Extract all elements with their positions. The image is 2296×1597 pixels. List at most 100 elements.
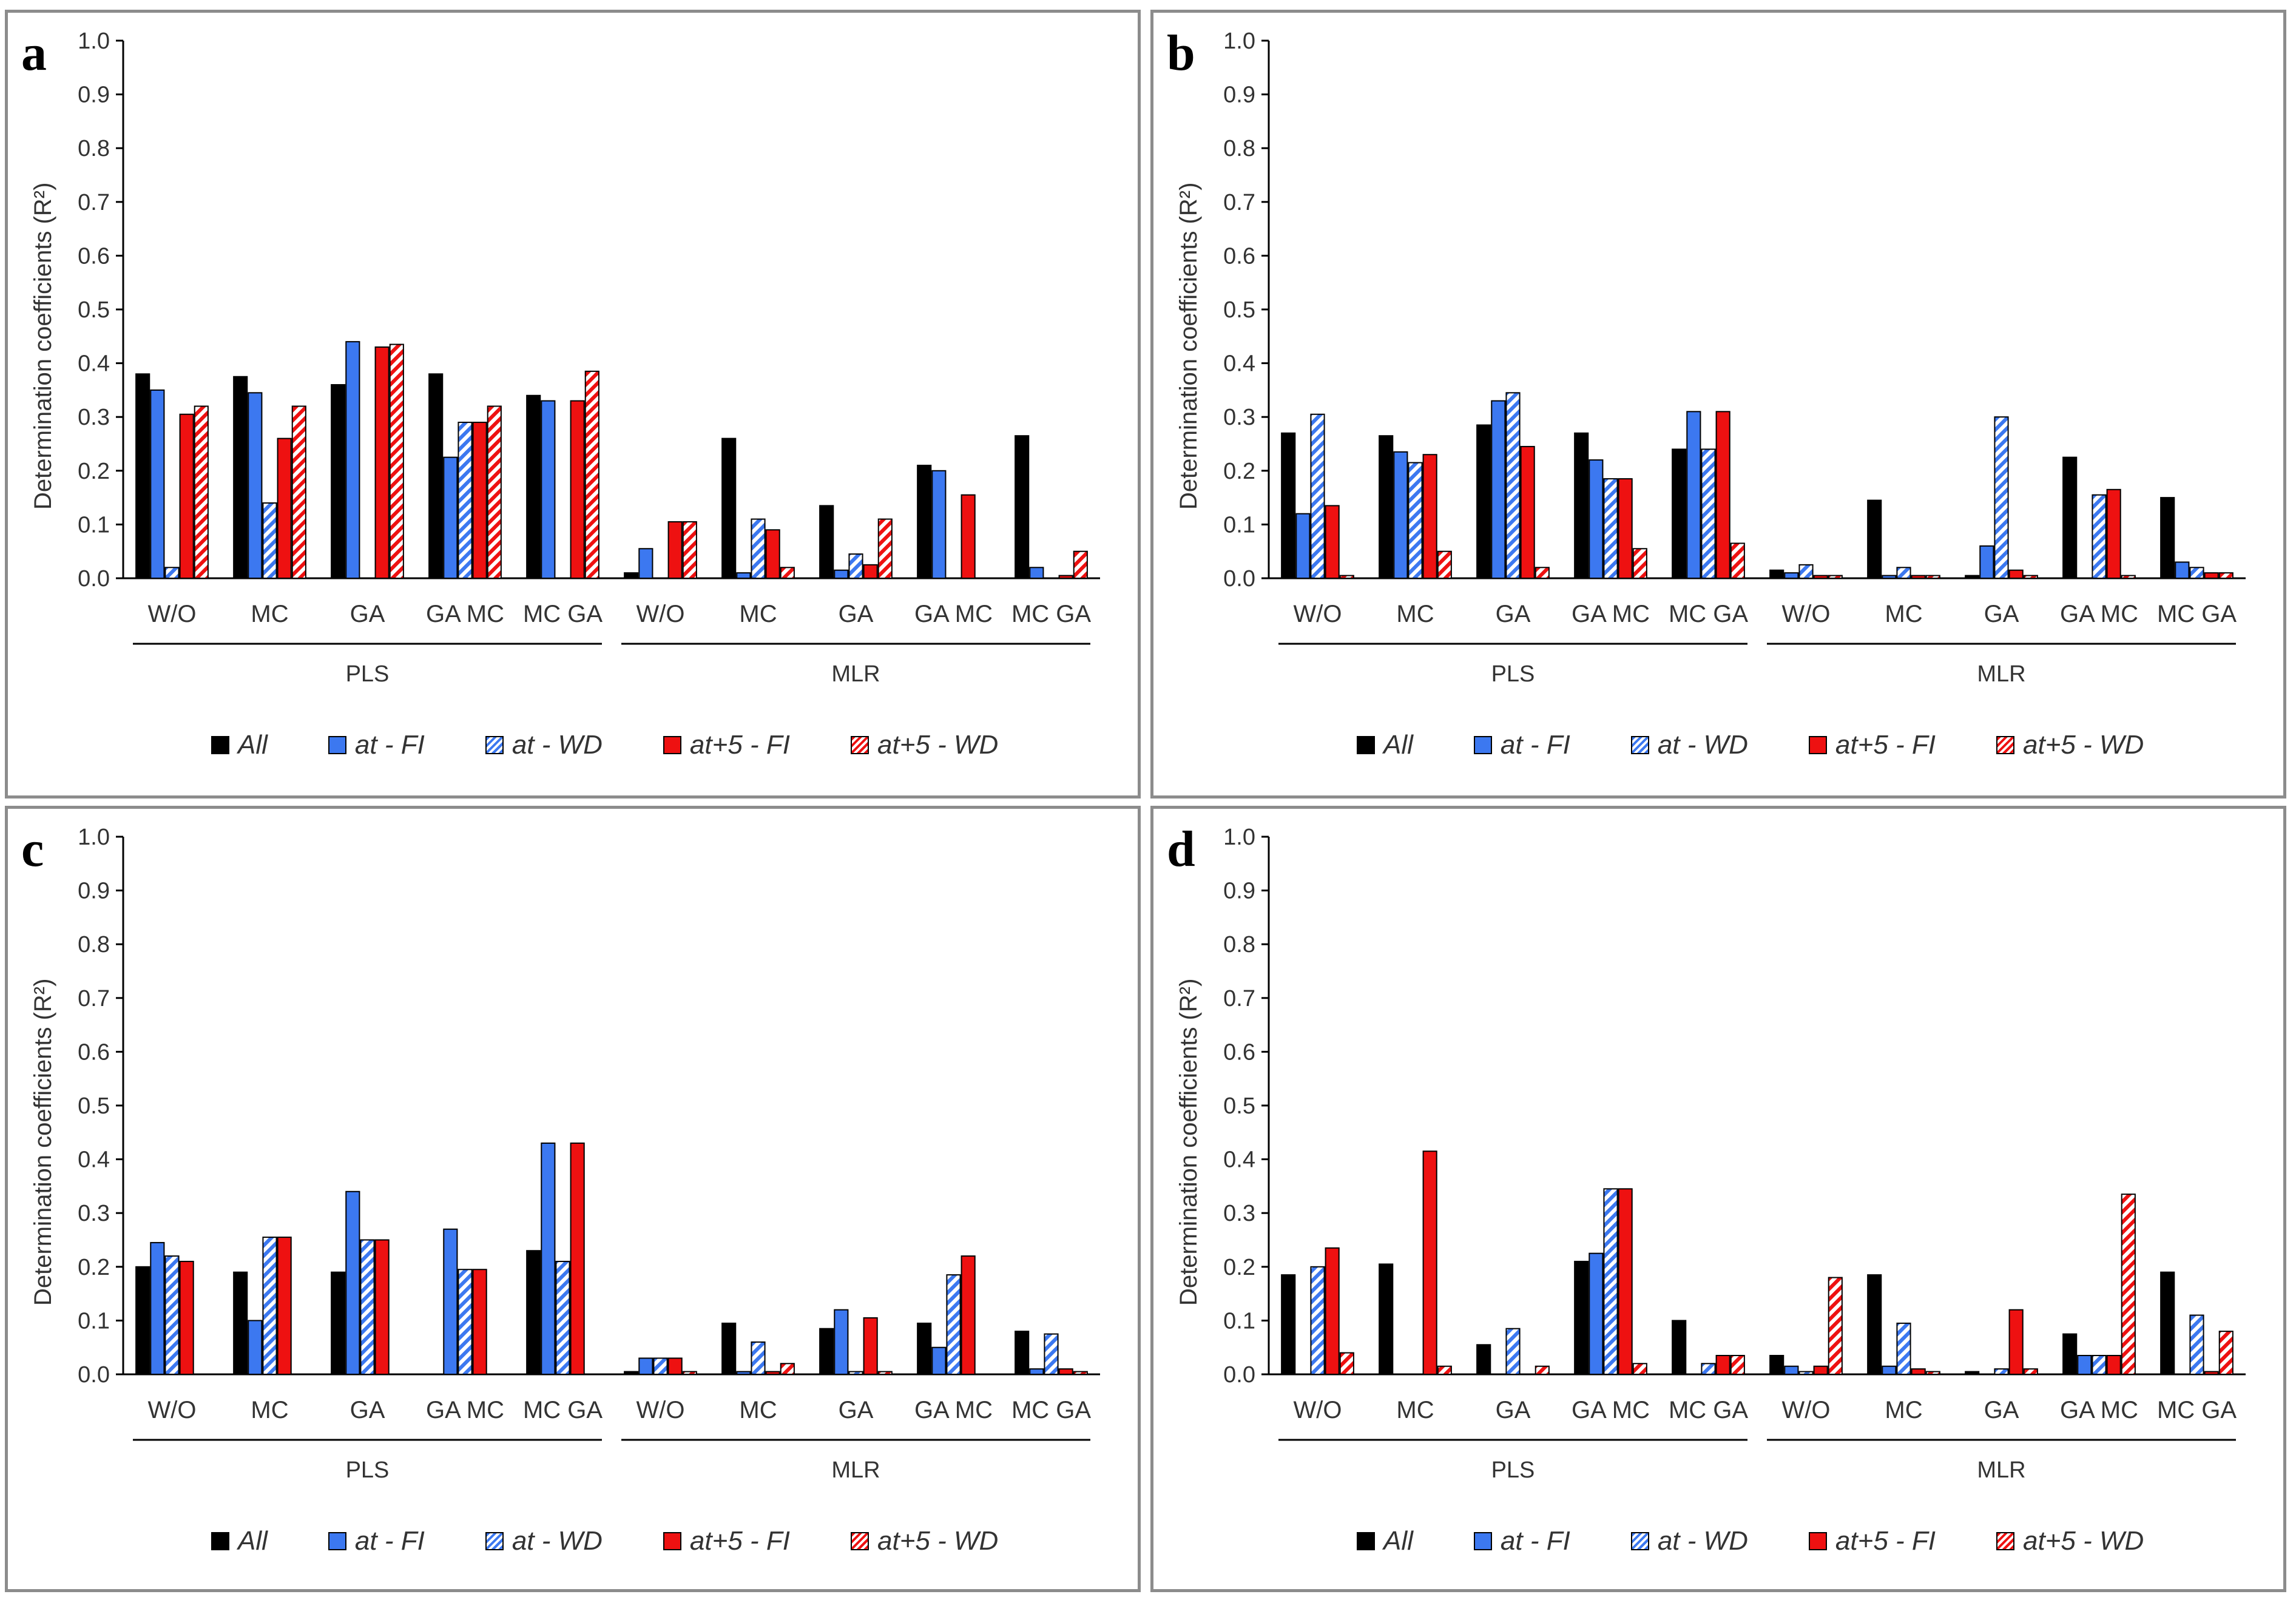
legend-label: All xyxy=(238,1526,268,1556)
bar-all-mc xyxy=(1867,499,1882,579)
bar-at-5-fi-mc-ga xyxy=(570,1143,585,1376)
bar-at-5-wd-ga-mc xyxy=(2121,1194,2136,1375)
bar-at-5-fi-ga xyxy=(863,564,878,579)
legend-swatch xyxy=(851,736,869,754)
bar-all-mc-ga xyxy=(1672,1320,1687,1376)
y-tick-label: 0.3 xyxy=(1223,1201,1255,1226)
bar-at-fi-ga xyxy=(345,341,360,579)
bar-at-fi-ga-mc xyxy=(2077,1354,2092,1375)
bar-at-wd-ga xyxy=(1994,1368,2009,1376)
group-label: MLR xyxy=(831,661,880,687)
panel-label: b xyxy=(1167,25,1195,81)
bar-at-5-fi-mc xyxy=(765,1371,780,1376)
bar-all-mc xyxy=(233,1271,248,1375)
bar-all-w-o xyxy=(624,572,639,579)
legend-item-at_fi: at - FI xyxy=(1473,730,1570,760)
legend-item-at5_wd: at+5 - WD xyxy=(851,1526,998,1556)
bar-at-5-fi-w-o xyxy=(1325,505,1340,579)
bar-at-5-fi-ga xyxy=(374,1239,390,1375)
bar-at-5-fi-mc-ga xyxy=(2204,1371,2219,1376)
x-category-label: MC GA xyxy=(1669,1397,1748,1423)
bar-at-5-fi-mc xyxy=(277,437,292,579)
bar-all-ga xyxy=(1476,424,1491,579)
chart-panel-c: c Determination coefficients (R²) 0.0 0.1 0.… xyxy=(5,806,1141,1592)
bar-at-5-wd-ga xyxy=(1535,567,1550,579)
bar-at-5-fi-w-o xyxy=(1813,1365,1828,1376)
x-category-label: GA xyxy=(1984,601,2019,627)
bar-at-fi-w-o xyxy=(1295,513,1311,579)
bar-at-fi-ga xyxy=(834,1309,849,1375)
bar-at-5-fi-mc xyxy=(1911,575,1926,579)
y-tick-label: 0.0 xyxy=(1223,1362,1255,1388)
bar-at-wd-ga xyxy=(1994,416,2009,579)
bar-at-5-wd-ga xyxy=(877,518,893,579)
bar-at-5-fi-mc xyxy=(1422,454,1437,579)
x-category-label: MC GA xyxy=(1011,601,1091,627)
x-category-label: W/O xyxy=(1782,1397,1831,1423)
bar-at-5-fi-w-o xyxy=(667,1357,683,1375)
y-tick-label: 0.4 xyxy=(1223,351,1255,377)
legend-label: at+5 - WD xyxy=(2023,1526,2144,1556)
y-tick-label: 0.9 xyxy=(78,83,110,108)
y-tick-label: 0.6 xyxy=(1223,1039,1255,1065)
bar-at-wd-w-o xyxy=(1798,1371,1814,1376)
x-category-label: GA xyxy=(350,1397,385,1423)
bar-at-fi-w-o xyxy=(150,1241,165,1375)
bar-at-fi-mc-ga xyxy=(2175,561,2190,579)
bar-at-5-wd-mc-ga xyxy=(2218,1331,2234,1375)
bar-at-5-fi-ga xyxy=(2008,569,2024,579)
bar-at-5-fi-mc-ga xyxy=(1715,411,1730,579)
legend-item-at_wd: at - WD xyxy=(485,1526,603,1556)
bar-at-5-fi-mc xyxy=(765,529,780,579)
legend-label: at+5 - WD xyxy=(877,1526,999,1556)
y-tick-label: 0.3 xyxy=(78,405,110,430)
legend-label: All xyxy=(1383,1526,1413,1556)
bar-at-5-fi-w-o xyxy=(179,413,194,579)
bar-at-fi-mc xyxy=(248,1320,263,1376)
legend-swatch xyxy=(1996,736,2014,754)
bar-at-5-fi-w-o xyxy=(1325,1247,1340,1375)
bar-all-mc xyxy=(1379,1263,1394,1375)
bar-chart-d: 0.0 0.1 0.2 0.3 0.4 0.5 0.6 0.7 0.8 0.9 1.0 W/O MC GA… xyxy=(1223,825,2246,1483)
bar-at-fi-mc-ga xyxy=(541,400,556,579)
legend-label: at - WD xyxy=(1657,730,1748,760)
bar-all-ga-mc xyxy=(917,464,932,579)
bar-at-wd-mc xyxy=(262,502,277,579)
y-tick-label: 0.5 xyxy=(78,1093,110,1119)
y-tick-label: 0.1 xyxy=(78,512,110,538)
bar-at-5-wd-mc-ga xyxy=(1730,1354,1745,1375)
y-tick-label: 0.7 xyxy=(78,986,110,1011)
bar-all-w-o xyxy=(624,1371,639,1376)
legend-label: at+5 - FI xyxy=(689,1526,790,1556)
x-category-label: W/O xyxy=(148,1397,197,1423)
y-tick-label: 0.3 xyxy=(78,1201,110,1226)
bar-at-wd-ga xyxy=(360,1239,375,1375)
bar-at-fi-w-o xyxy=(638,548,653,579)
legend-swatch xyxy=(1630,736,1649,754)
group-label: PLS xyxy=(346,1457,390,1483)
chart-panel-b: b Determination coefficients (R²) 0.0 0.1 0.… xyxy=(1150,10,2286,799)
bar-all-w-o xyxy=(135,1266,150,1375)
bar-at-wd-ga-mc xyxy=(458,422,473,579)
bar-at-5-wd-mc-ga xyxy=(1730,542,1745,579)
x-category-label: MC xyxy=(251,1397,288,1423)
bar-at-5-fi-mc xyxy=(277,1237,292,1375)
x-category-label: GA xyxy=(839,601,874,627)
x-category-label: MC xyxy=(1885,1397,1922,1423)
y-tick-label: 0.0 xyxy=(78,1362,110,1388)
bar-at-5-wd-w-o xyxy=(1828,1277,1843,1376)
legend-item-all: All xyxy=(211,730,268,760)
bar-at-5-fi-ga xyxy=(1520,445,1535,579)
bar-at-wd-mc-ga xyxy=(2189,1314,2204,1375)
bar-at-fi-w-o xyxy=(150,389,165,579)
bar-at-wd-mc xyxy=(751,1341,766,1376)
legend-swatch xyxy=(328,736,346,754)
bar-at-wd-ga-mc xyxy=(946,1274,961,1376)
bar-all-mc xyxy=(233,376,248,579)
legend-item-at_wd: at - WD xyxy=(1630,730,1748,760)
panel-label: c xyxy=(21,821,44,877)
bar-at-fi-mc-ga xyxy=(1029,1368,1044,1376)
bar-at-5-wd-w-o xyxy=(682,1371,697,1376)
x-category-label: W/O xyxy=(636,1397,685,1423)
bar-all-mc-ga xyxy=(2160,497,2175,579)
